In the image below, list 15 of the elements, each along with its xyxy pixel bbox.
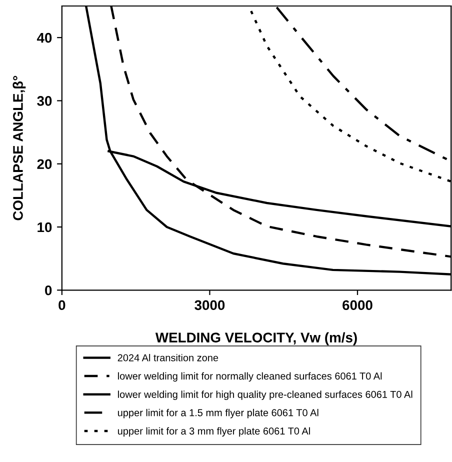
legend-label: upper limit for a 3 mm flyer plate 6061 T0 Al: [118, 427, 310, 437]
y-tick-label: 10: [38, 222, 52, 232]
x-tick-label: 3000: [194, 300, 225, 310]
y-tick-label: 30: [37, 96, 52, 106]
y-tick-label: 20: [37, 159, 52, 170]
y-axis-title: COLLAPSE ANGLE,β°: [12, 76, 26, 220]
x-tick-label: 6000: [342, 300, 372, 310]
legend-label: upper limit for a 1.5 mm flyer plate 6061 T0 Al: [118, 408, 318, 418]
x-tick-label: 0: [58, 300, 66, 310]
x-axis-title: WELDING VELOCITY, Vw (m/s): [155, 332, 357, 346]
legend-label: lower welding limit for normally cleaned surfaces 6061 T0 Al: [118, 372, 382, 382]
y-tick-label: 40: [36, 32, 52, 43]
legend-label: lower welding limit for high quality pre-cleaned surfaces 6061 T0 Al: [118, 390, 412, 400]
y-tick-label: 0: [45, 285, 52, 296]
legend-label: 2024 Al transition zone: [118, 354, 218, 362]
